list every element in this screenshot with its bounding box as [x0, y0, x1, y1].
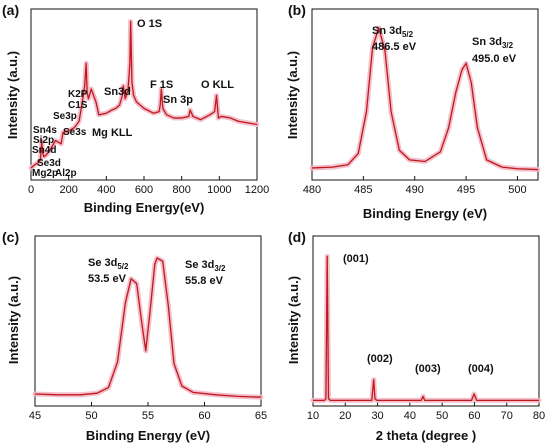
peak-label-sn3d32: Sn 3d3/2 495.0 eV	[472, 36, 517, 65]
peak-label-sn3d52: Sn 3d5/2 486.5 eV	[372, 25, 417, 53]
peak-label-se3d32: Se 3d3/2 55.8 eV	[185, 259, 226, 287]
x-tick-label: 1200	[245, 184, 269, 196]
panel-b-xlabel: Binding Energy (eV)	[363, 206, 487, 221]
peak-label-004: (004)	[468, 363, 494, 375]
spectrum-halo	[310, 253, 542, 403]
x-tick-label: 495	[457, 184, 475, 196]
peak-label-okll: O KLL	[201, 79, 234, 91]
svg-text:53.5 eV: 53.5 eV	[88, 273, 127, 285]
panel-b-label: (b)	[288, 2, 306, 18]
peak-label-002: (002)	[367, 353, 393, 365]
x-tick-label: 45	[29, 410, 41, 422]
peak-label-sn3p: Sn 3p	[163, 94, 193, 106]
x-tick-label: 60	[468, 410, 480, 422]
svg-text:486.5 eV: 486.5 eV	[372, 41, 417, 53]
panel-c-label: (c)	[2, 229, 19, 245]
x-tick-label: 70	[501, 410, 513, 422]
panel-b-spectrum	[309, 25, 541, 173]
peak-label-al2p: Al2p	[55, 168, 77, 179]
panel-d-spectrum	[310, 253, 542, 403]
peak-label-se3d: Se3d	[37, 158, 61, 169]
peak-label-o1s: O 1S	[137, 18, 162, 30]
svg-text:55.8 eV: 55.8 eV	[185, 275, 224, 287]
x-tick-label: 200	[59, 184, 77, 196]
panel-d-label: (d)	[288, 229, 306, 245]
svg-text:Sn 3d5/2: Sn 3d5/2	[372, 25, 414, 39]
panel-a: (a) 0 200 400 600 800 1000 1200 Binding Energy…	[2, 2, 269, 215]
x-tick-label: 30	[371, 410, 383, 422]
x-tick-label: 485	[354, 184, 372, 196]
panel-b: (b) 480 485 490 495 500 Binding Energy (eV) …	[285, 2, 541, 221]
x-tick-label: 480	[303, 184, 321, 196]
panel-d-xlabel: 2 theta (degree )	[376, 428, 476, 443]
panel-a-ticks: 0 200 400 600 800 1000 1200	[28, 176, 269, 196]
panel-d-frame	[312, 235, 540, 407]
spectrum-line	[313, 255, 539, 402]
x-tick-label: 800	[172, 184, 190, 196]
svg-text:Se 3d3/2: Se 3d3/2	[185, 259, 226, 273]
panel-a-frame	[30, 8, 258, 181]
svg-text:Se 3d5/2: Se 3d5/2	[88, 257, 129, 271]
peak-label-sn3d: Sn3d	[104, 86, 131, 98]
spectrum-halo	[28, 18, 260, 171]
panel-a-label: (a)	[2, 2, 19, 18]
peak-label-k2p: K2P	[68, 89, 88, 100]
peak-label-c1s: C1S	[68, 100, 88, 111]
spectrum-line	[30, 20, 258, 169]
panel-d-ylabel: Intensity (a.u.)	[286, 276, 301, 364]
peak-label-se3d52: Se 3d5/2 53.5 eV	[88, 257, 129, 285]
x-tick-label: 50	[436, 410, 448, 422]
panel-c-ticks: 45 50 55 60 65	[29, 402, 267, 422]
x-tick-label: 20	[339, 410, 351, 422]
panel-a-spectrum	[28, 18, 260, 171]
panel-b-ylabel: Intensity (a.u.)	[285, 51, 300, 139]
panel-c-xlabel: Binding Energy (eV)	[86, 428, 210, 443]
svg-text:495.0 eV: 495.0 eV	[472, 53, 517, 65]
x-tick-label: 65	[255, 410, 267, 422]
panel-a-xlabel: Binding Energy(eV)	[84, 200, 205, 215]
x-tick-label: 40	[404, 410, 416, 422]
peak-label-f1s: F 1S	[150, 79, 173, 91]
x-tick-label: 10	[307, 410, 319, 422]
spectrum-line	[34, 257, 262, 398]
x-tick-label: 60	[198, 410, 210, 422]
peak-label-mg2p: Mg2p	[32, 168, 58, 179]
panel-d-ticks: 10 20 30 40 50 60 70 80	[307, 402, 545, 422]
svg-text:Sn 3d3/2: Sn 3d3/2	[472, 36, 514, 50]
x-tick-label: 490	[406, 184, 424, 196]
x-tick-label: 55	[142, 410, 154, 422]
peak-label-003: (003)	[415, 363, 441, 375]
x-tick-label: 400	[97, 184, 115, 196]
panel-b-ticks: 480 485 490 495 500	[303, 176, 527, 196]
peak-label-sn4d: Sn4d	[32, 145, 56, 156]
x-tick-label: 50	[85, 410, 97, 422]
peak-label-sn4s: Sn4s	[33, 125, 57, 136]
peak-label-mgkll: Mg KLL	[92, 127, 133, 139]
peak-label-001: (001)	[343, 253, 369, 265]
x-tick-label: 80	[533, 410, 545, 422]
x-tick-label: 0	[28, 184, 34, 196]
panel-c: (c) 45 50 55 60 65 Binding Energy (eV) Inten…	[2, 229, 267, 443]
panel-d: (d) 10 20 30 40 50 60 70 80 2 theta (degree ) I…	[286, 229, 545, 443]
panel-b-frame	[311, 8, 539, 181]
spectrum-line	[311, 27, 539, 171]
x-tick-label: 500	[508, 184, 526, 196]
panel-a-ylabel: Intensity (a.u.)	[5, 51, 20, 139]
peak-label-se3p: Se3p	[53, 111, 77, 122]
peak-label-se3s: Se3s	[63, 127, 87, 138]
panel-c-spectrum	[32, 255, 264, 400]
panel-c-ylabel: Intensity (a.u.)	[6, 276, 21, 364]
x-tick-label: 1000	[207, 184, 231, 196]
peak-label-si2p: Si2p	[33, 135, 54, 146]
x-tick-label: 600	[135, 184, 153, 196]
